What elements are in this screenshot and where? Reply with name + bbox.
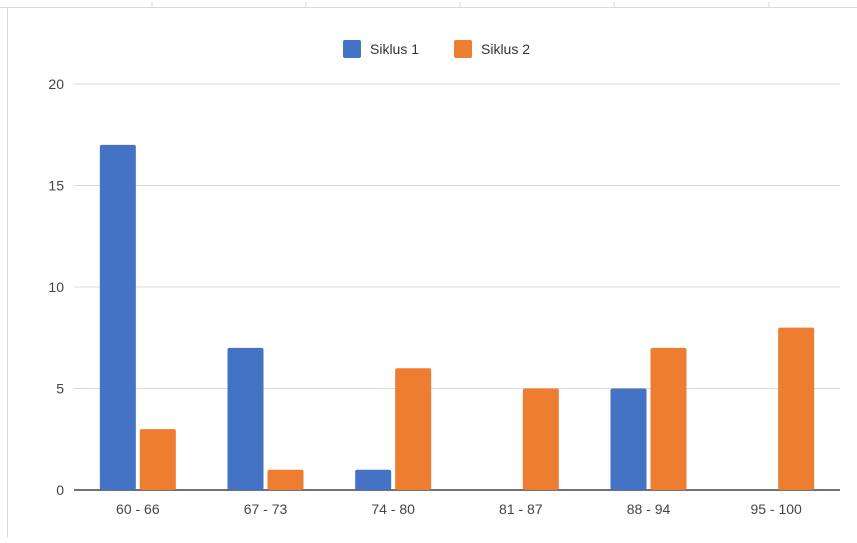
gridlines [74, 83, 840, 491]
legend-label: Siklus 2 [481, 41, 530, 57]
y-tick-label: 15 [48, 178, 64, 194]
x-tick-label: 95 - 100 [750, 501, 802, 517]
x-tick-label: 74 - 80 [371, 501, 415, 517]
x-axis-ticks: 60 - 66 67 - 73 74 - 80 81 - 87 88 - 94 95 - … [116, 501, 802, 517]
bar-siklus-2-2 [395, 368, 432, 490]
y-tick-label: 5 [56, 381, 64, 397]
bar-siklus-2-0 [139, 429, 176, 490]
legend-swatch [454, 40, 472, 58]
bar-siklus-2-3 [522, 388, 559, 490]
y-axis-ticks: 0 5 10 15 20 [48, 76, 64, 498]
legend-label: Siklus 1 [370, 41, 419, 57]
legend-swatch [343, 40, 361, 58]
bar-siklus-1-0 [99, 144, 136, 490]
y-tick-label: 20 [48, 76, 64, 92]
x-tick-label: 81 - 87 [499, 501, 543, 517]
bar-siklus-2-1 [267, 469, 304, 490]
bars-group [99, 144, 815, 490]
bar-siklus-1-1 [227, 347, 264, 490]
y-tick-label: 10 [48, 279, 64, 295]
x-tick-label: 60 - 66 [116, 501, 160, 517]
bar-siklus-1-4 [610, 388, 647, 490]
x-tick-label: 67 - 73 [244, 501, 288, 517]
bar-siklus-2-4 [650, 347, 687, 490]
legend: Siklus 1 Siklus 2 [343, 40, 530, 58]
bar-siklus-1-2 [355, 469, 392, 490]
x-tick-label: 88 - 94 [627, 501, 671, 517]
y-tick-label: 0 [56, 482, 64, 498]
bar-siklus-2-5 [778, 327, 815, 490]
